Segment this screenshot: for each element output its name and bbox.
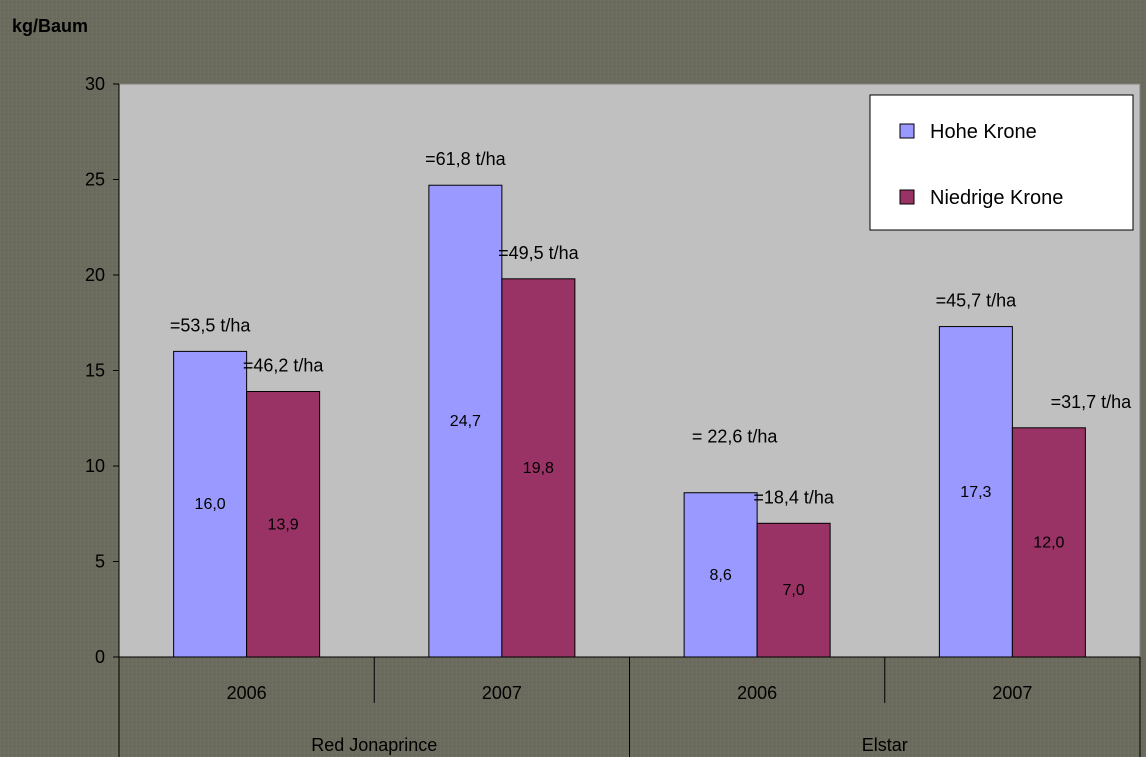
bar-value-label: 12,0 xyxy=(1033,534,1064,551)
bar-hohe-krone xyxy=(938,326,1013,658)
bar-annotation: =46,2 t/ha xyxy=(243,356,325,376)
category-label: 2006 xyxy=(737,683,777,703)
bar-value-label: 16,0 xyxy=(195,496,226,513)
y-tick-label: 10 xyxy=(85,456,105,476)
y-tick-label: 30 xyxy=(85,74,105,94)
bar-value-label: 13,9 xyxy=(268,516,299,533)
y-tick-label: 5 xyxy=(95,552,105,572)
bar-annotation: =61,8 t/ha xyxy=(425,149,507,169)
bar-annotation: =49,5 t/ha xyxy=(498,243,580,263)
bar-value-label: 7,0 xyxy=(783,582,805,599)
group-label: Red Jonaprince xyxy=(311,735,437,755)
bar-niedrige-krone xyxy=(501,278,576,658)
bar-hohe-krone xyxy=(683,492,758,658)
legend-box xyxy=(869,94,1134,231)
labels-layer: 16,0 =53,5 t/ha 13,9 =46,2 t/ha 24,7 =61,8 t/… xyxy=(170,149,1132,599)
y-tick-label: 0 xyxy=(95,647,105,667)
bar-annotation: =31,7 t/ha xyxy=(1051,392,1133,412)
category-label: 2006 xyxy=(227,683,267,703)
bar-niedrige-krone xyxy=(756,522,831,658)
category-label: 2007 xyxy=(482,683,522,703)
legend-swatch xyxy=(899,123,915,139)
legend-label: Niedrige Krone xyxy=(930,187,1063,209)
legend-swatch xyxy=(899,189,915,205)
y-tick-label: 20 xyxy=(85,265,105,285)
bar-annotation: =18,4 t/ha xyxy=(753,487,835,507)
bar-hohe-krone xyxy=(173,350,248,658)
bar-value-label: 24,7 xyxy=(450,413,481,430)
category-label: 2007 xyxy=(992,683,1032,703)
bar-value-label: 17,3 xyxy=(960,484,991,501)
legend: Hohe Krone Niedrige Krone xyxy=(869,94,1134,231)
bar-value-label: 8,6 xyxy=(710,567,732,584)
bar-niedrige-krone xyxy=(1011,427,1086,658)
y-tick-label: 15 xyxy=(85,361,105,381)
bar-niedrige-krone xyxy=(246,391,321,658)
group-label: Elstar xyxy=(862,735,908,755)
bar-value-label: 19,8 xyxy=(523,460,554,477)
bar-annotation: =45,7 t/ha xyxy=(936,291,1018,311)
bars-layer xyxy=(173,184,1086,658)
bar-hohe-krone xyxy=(428,184,503,658)
y-tick-label: 25 xyxy=(85,170,105,190)
y-axis-title: kg/Baum xyxy=(12,16,88,36)
bar-annotation: = 22,6 t/ha xyxy=(692,427,779,447)
bar-annotation: =53,5 t/ha xyxy=(170,315,252,335)
legend-label: Hohe Krone xyxy=(930,121,1037,143)
